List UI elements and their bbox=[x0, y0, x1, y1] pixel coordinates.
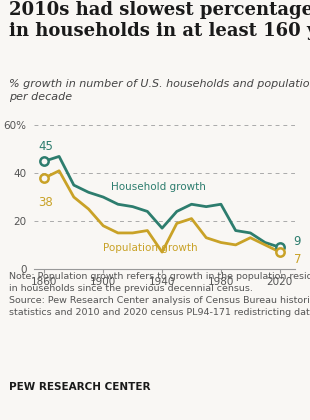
Text: 38: 38 bbox=[38, 196, 53, 209]
Text: 2010s had slowest percentage growth
in households in at least 160 years: 2010s had slowest percentage growth in h… bbox=[9, 1, 310, 40]
Text: Population growth: Population growth bbox=[103, 243, 198, 253]
Text: Note: Population growth refers to growth in the population residing
in household: Note: Population growth refers to growth… bbox=[9, 272, 310, 317]
Text: PEW RESEARCH CENTER: PEW RESEARCH CENTER bbox=[9, 382, 151, 392]
Text: % growth in number of U.S. households and population
per decade: % growth in number of U.S. households an… bbox=[9, 79, 310, 102]
Text: 45: 45 bbox=[38, 140, 53, 153]
Text: 7: 7 bbox=[294, 252, 301, 265]
Text: 9: 9 bbox=[294, 235, 301, 248]
Text: Household growth: Household growth bbox=[111, 182, 206, 192]
